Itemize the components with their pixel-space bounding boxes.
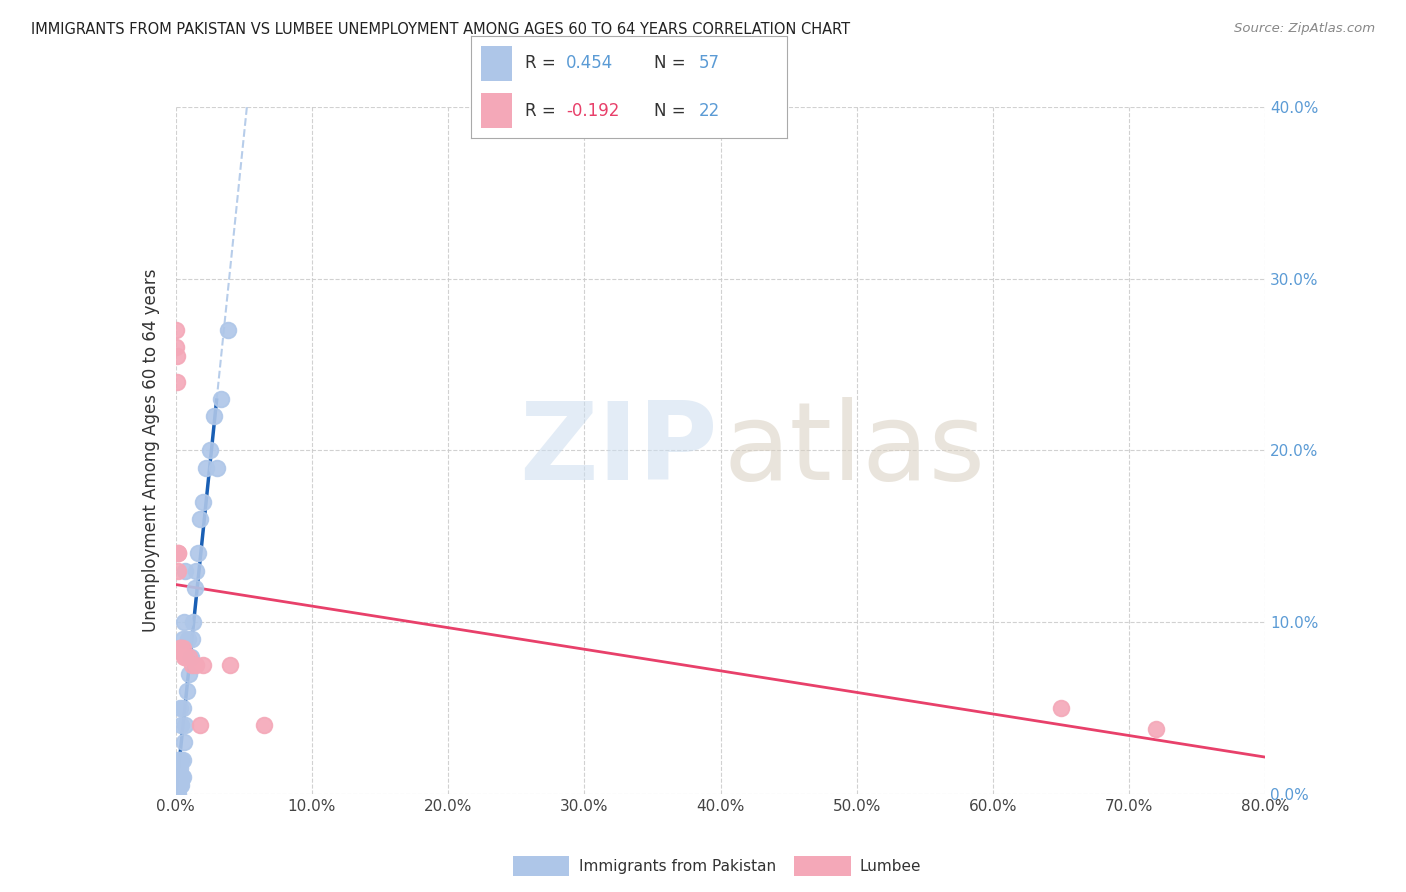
Text: R =: R = (524, 102, 561, 120)
Point (166, 778, 188, 792)
Point (172, 640, 194, 655)
Y-axis label: Unemployment Among Ages 60 to 64 years: Unemployment Among Ages 60 to 64 years (142, 268, 160, 632)
Text: N =: N = (655, 54, 692, 72)
Point (167, 770, 190, 784)
Point (179, 666, 201, 681)
FancyBboxPatch shape (481, 46, 512, 81)
Text: Lumbee: Lumbee (859, 859, 921, 873)
Point (176, 683, 198, 698)
Point (166, 375, 188, 389)
Point (179, 649, 201, 664)
Point (169, 770, 191, 784)
Text: Source: ZipAtlas.com: Source: ZipAtlas.com (1234, 22, 1375, 36)
Text: ZIP: ZIP (519, 398, 717, 503)
Point (181, 632, 204, 647)
Point (166, 778, 188, 792)
Point (169, 778, 191, 792)
Point (172, 770, 194, 784)
Point (165, 781, 187, 796)
Point (191, 495, 214, 509)
Point (167, 778, 190, 792)
Point (174, 649, 197, 664)
Point (170, 640, 193, 655)
Text: Immigrants from Pakistan: Immigrants from Pakistan (579, 859, 776, 873)
Point (183, 615, 205, 630)
Point (1144, 722, 1167, 736)
Text: atlas: atlas (724, 398, 986, 503)
Point (166, 781, 188, 796)
Point (167, 546, 190, 561)
Point (253, 718, 276, 732)
Point (167, 787, 190, 801)
Point (180, 649, 202, 664)
FancyBboxPatch shape (481, 93, 512, 128)
Point (186, 564, 208, 578)
Point (166, 778, 188, 792)
Text: 22: 22 (699, 102, 720, 120)
Point (165, 783, 187, 797)
Point (167, 778, 190, 792)
Point (188, 718, 211, 732)
Point (173, 735, 195, 749)
Point (174, 718, 197, 732)
Point (169, 753, 191, 767)
Text: N =: N = (655, 102, 692, 120)
Point (170, 770, 193, 784)
Point (205, 460, 228, 475)
Point (194, 460, 217, 475)
Point (170, 753, 193, 767)
Point (167, 770, 190, 784)
Point (173, 615, 195, 630)
Point (172, 753, 194, 767)
Point (198, 443, 221, 458)
Point (167, 564, 190, 578)
Point (186, 546, 209, 561)
Point (217, 323, 239, 337)
Point (188, 512, 211, 526)
Point (174, 564, 197, 578)
Point (166, 783, 188, 797)
Point (170, 778, 193, 792)
Text: IMMIGRANTS FROM PAKISTAN VS LUMBEE UNEMPLOYMENT AMONG AGES 60 TO 64 YEARS CORREL: IMMIGRANTS FROM PAKISTAN VS LUMBEE UNEMP… (31, 22, 851, 37)
Point (169, 761, 191, 775)
Point (166, 778, 188, 792)
Point (1050, 701, 1073, 715)
Point (166, 778, 188, 792)
Point (191, 658, 214, 673)
Point (169, 778, 191, 792)
Point (219, 658, 242, 673)
Text: 0.454: 0.454 (567, 54, 613, 72)
Text: 57: 57 (699, 54, 720, 72)
Text: R =: R = (524, 54, 561, 72)
Point (181, 658, 204, 673)
Point (209, 392, 232, 406)
Point (167, 778, 190, 792)
Point (170, 718, 193, 732)
Point (166, 770, 188, 784)
Point (166, 770, 188, 784)
Point (177, 632, 200, 647)
Point (167, 753, 190, 767)
Point (169, 770, 191, 784)
Point (166, 787, 188, 801)
Point (165, 340, 187, 354)
Point (184, 581, 207, 595)
Point (169, 640, 191, 655)
Text: -0.192: -0.192 (567, 102, 619, 120)
Point (172, 701, 194, 715)
Point (167, 761, 190, 775)
Point (173, 649, 195, 664)
Point (166, 349, 188, 363)
Point (170, 770, 193, 784)
Point (172, 632, 194, 647)
Point (169, 701, 191, 715)
Point (186, 658, 208, 673)
Point (202, 409, 225, 423)
Point (166, 546, 188, 561)
Point (165, 323, 187, 337)
Point (169, 640, 191, 655)
